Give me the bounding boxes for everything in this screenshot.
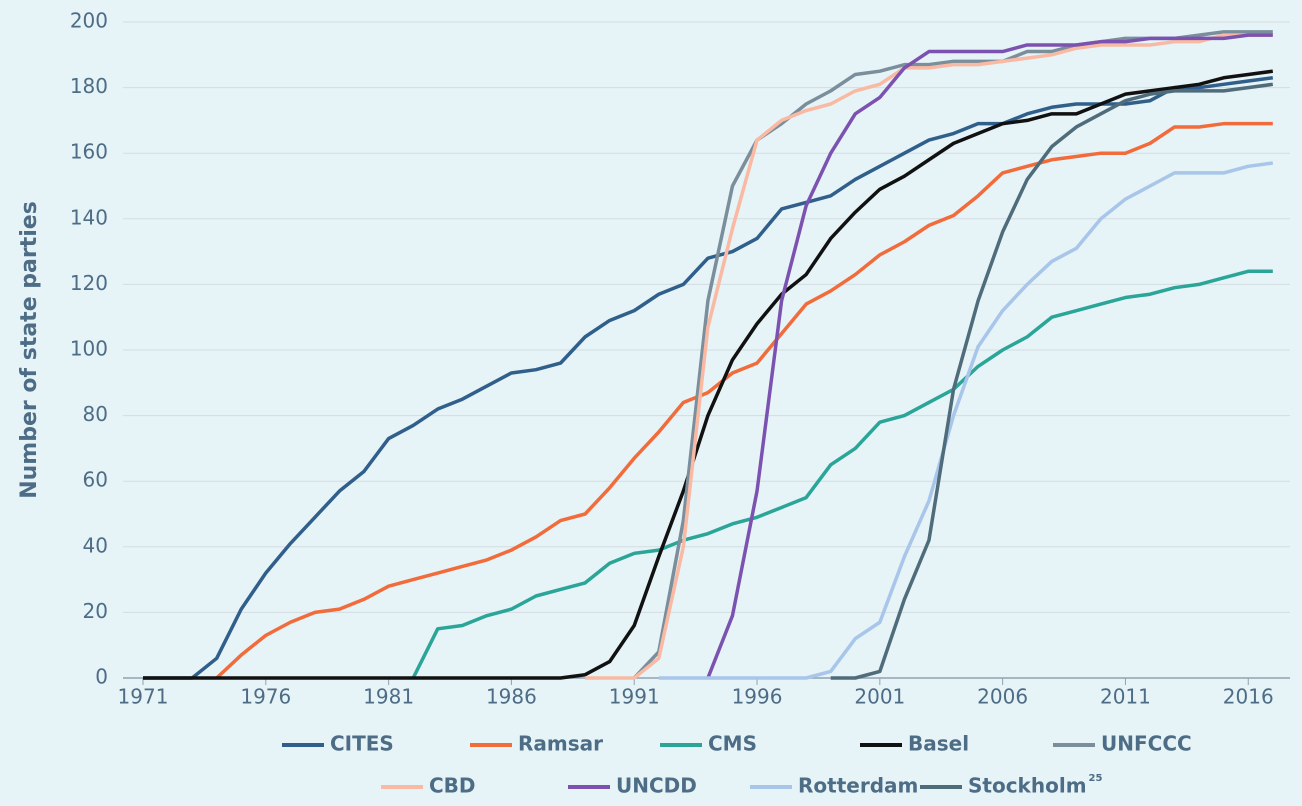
y-tick-label: 140 [70, 205, 108, 229]
x-tick-label: 1991 [609, 685, 660, 709]
y-tick-label: 120 [70, 271, 108, 295]
x-tick-label: 2006 [977, 685, 1028, 709]
x-tick-label: 2016 [1223, 685, 1274, 709]
y-tick-label: 180 [70, 74, 108, 98]
legend-label: CBD [429, 774, 476, 798]
x-tick-label: 1981 [363, 685, 414, 709]
legend-label: UNFCCC [1101, 732, 1192, 756]
legend-label: UNCDD [616, 774, 697, 798]
y-tick-label: 200 [70, 9, 108, 33]
legend-footnote: 25 [1089, 773, 1103, 784]
y-tick-label: 60 [83, 468, 108, 492]
y-tick-label: 0 [95, 665, 108, 689]
y-tick-label: 20 [83, 599, 108, 623]
series-line [143, 76, 1274, 680]
x-tick-label: 1971 [118, 685, 169, 709]
series-line [143, 69, 1274, 680]
y-tick-label: 160 [70, 140, 108, 164]
series-line [411, 269, 1273, 679]
y-tick-label: 40 [83, 533, 108, 557]
legend-label: Rotterdam [798, 774, 918, 798]
y-tick-label: 80 [83, 402, 108, 426]
x-tick-label: 1986 [486, 685, 537, 709]
x-tick-label: 1996 [732, 685, 783, 709]
series-line [706, 33, 1273, 679]
series-line [585, 33, 1273, 680]
series-line [658, 161, 1274, 680]
y-tick-label: 100 [70, 337, 108, 361]
series-line [215, 121, 1273, 680]
legend-label: CITES [330, 732, 394, 756]
y-axis-label: Number of state parties [17, 201, 42, 499]
x-tick-label: 2011 [1100, 685, 1151, 709]
series-line [830, 82, 1274, 680]
x-tick-label: 2001 [854, 685, 905, 709]
legend-label: CMS [708, 732, 757, 756]
legend-label: Basel [908, 732, 969, 756]
legend-label: Stockholm [968, 774, 1087, 798]
x-tick-label: 1976 [240, 685, 291, 709]
legend-label: Ramsar [518, 732, 603, 756]
